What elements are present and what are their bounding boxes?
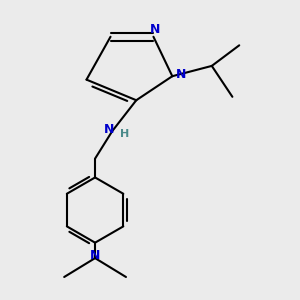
Text: N: N	[103, 123, 114, 136]
Text: H: H	[120, 129, 129, 139]
Text: N: N	[176, 68, 186, 81]
Text: N: N	[90, 249, 100, 262]
Text: N: N	[150, 23, 160, 36]
